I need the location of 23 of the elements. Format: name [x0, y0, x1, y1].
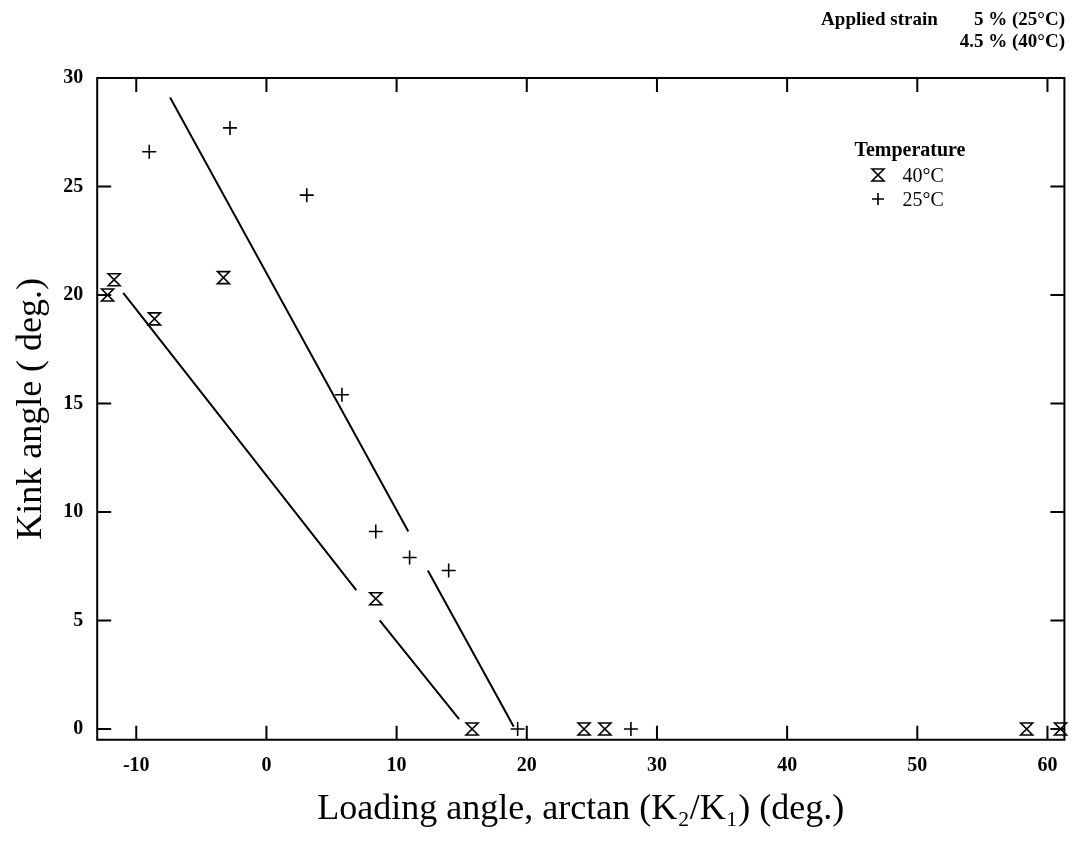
x-tick-label: -10 [122, 752, 150, 775]
y-tick-label: 20 [63, 282, 84, 305]
y-tick-label: 25 [63, 173, 84, 196]
legend-label: 25°C [902, 187, 944, 211]
x-tick-label: 20 [516, 752, 537, 775]
legend-title: Temperature [854, 138, 966, 161]
x-tick-label: 30 [646, 752, 667, 775]
x-tick-label: 50 [907, 752, 928, 775]
text: 4.5 % (40°C) [959, 30, 1065, 52]
x-tick-label: 10 [386, 752, 407, 775]
y-tick-label: 30 [63, 65, 84, 88]
x-tick-label: 0 [261, 752, 272, 775]
x-tick-label: 40 [777, 752, 798, 775]
y-tick-label: 0 [73, 716, 84, 739]
x-axis-title: Loading angle, arctan (K₂/K₁) (deg.) [317, 786, 845, 827]
text: 5 % (25°C) [973, 8, 1065, 30]
y-tick-label: 10 [63, 499, 84, 522]
x-tick-label: 60 [1037, 752, 1058, 775]
text: Applied strain [821, 8, 938, 30]
legend-label: 40°C [902, 163, 944, 187]
y-axis-title: Kink angle ( deg.) [9, 277, 50, 540]
y-tick-label: 5 [73, 607, 84, 630]
y-tick-label: 15 [63, 390, 84, 413]
